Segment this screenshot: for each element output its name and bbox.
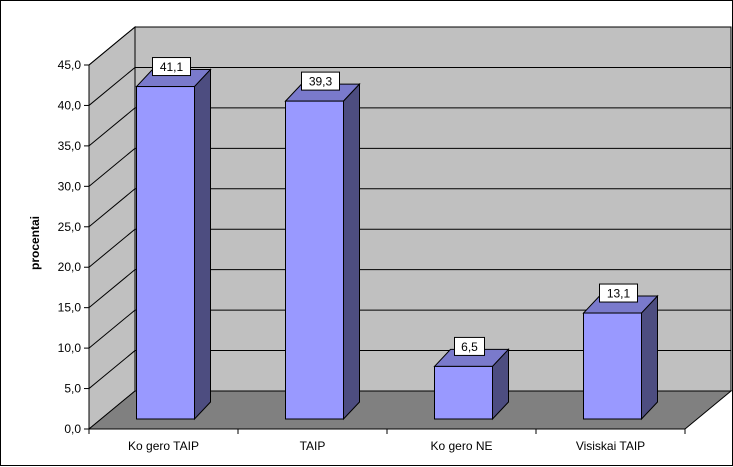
- y-tick-label: 10,0: [58, 341, 82, 355]
- gridline: [88, 188, 731, 228]
- y-tick-label: 40,0: [58, 98, 82, 112]
- y-tick-label: 35,0: [58, 139, 82, 153]
- y-tick-label: 20,0: [58, 260, 82, 274]
- x-tick-label: Visiskai TAIP: [576, 439, 645, 453]
- gridline: [88, 66, 731, 106]
- gridline: [88, 228, 731, 268]
- y-axis-title: procentai: [28, 216, 42, 270]
- y-tick-label: 0,0: [64, 422, 81, 436]
- bar-side-face: [343, 82, 360, 421]
- data-label: 39,3: [309, 75, 333, 89]
- bar-front-face: [434, 365, 493, 420]
- bar-front-face: [285, 100, 344, 420]
- x-tick-label: Ko gero TAIP: [128, 439, 199, 453]
- data-label-box: [301, 71, 340, 91]
- bar-side-face: [194, 68, 211, 421]
- gridline: [88, 350, 731, 389]
- data-label: 6,5: [461, 340, 478, 354]
- bar-front-face: [136, 86, 195, 420]
- data-label: 13,1: [607, 287, 631, 301]
- y-axis: 0,0 5,0 10,0 15,0 20,0 25,0 30,0 35,0 40,0 45,0: [58, 58, 90, 436]
- bar: 39,3: [284, 71, 361, 421]
- data-label-box: [152, 57, 191, 77]
- bar-side-face: [641, 294, 658, 421]
- data-label-box: [599, 283, 638, 303]
- x-tick-label: TAIP: [300, 439, 326, 453]
- x-axis: Ko gero TAIP TAIP Ko gero NE Visiskai TAIP: [88, 428, 686, 453]
- gridlines: [88, 26, 731, 389]
- bar-front-face: [583, 312, 642, 420]
- y-tick-label: 45,0: [58, 58, 82, 72]
- bar: 41,1: [135, 57, 212, 421]
- x-tick-label: Ko gero NE: [430, 439, 492, 453]
- bar: 6,5: [433, 336, 510, 421]
- y-tick-label: 15,0: [58, 301, 82, 315]
- gridline: [88, 309, 731, 349]
- gridline: [88, 147, 731, 187]
- bar: 13,1: [582, 283, 659, 421]
- y-tick-label: 5,0: [64, 382, 81, 396]
- data-label: 41,1: [160, 60, 184, 74]
- bars: 41,1 39,3 6,5 13,1: [135, 57, 659, 421]
- side-wall: [88, 25, 136, 431]
- gridline: [88, 107, 731, 147]
- gridline: [88, 26, 731, 66]
- gridline: [88, 269, 731, 309]
- data-label-box: [454, 336, 485, 356]
- y-tick-label: 25,0: [58, 220, 82, 234]
- y-tick-label: 30,0: [58, 179, 82, 193]
